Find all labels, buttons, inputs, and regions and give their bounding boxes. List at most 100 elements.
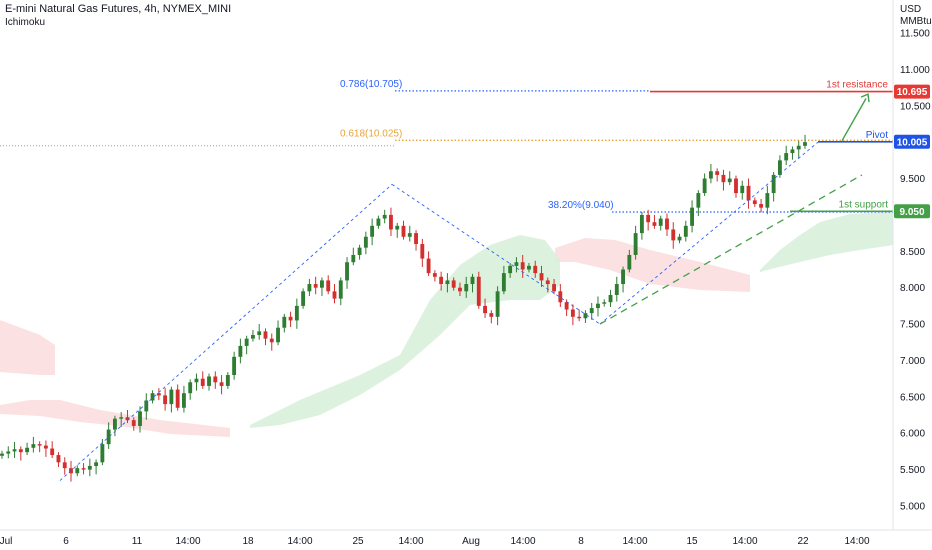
candle-95 xyxy=(596,296,600,317)
candle-body xyxy=(614,284,619,295)
candle-body xyxy=(483,305,487,314)
candle-body xyxy=(31,444,36,448)
level-name-0: 1st resistance xyxy=(826,80,888,91)
candle-15 xyxy=(94,459,99,475)
candle-body xyxy=(106,429,111,445)
candle-105 xyxy=(658,215,663,231)
candle-74 xyxy=(464,276,469,298)
candle-34 xyxy=(213,371,218,389)
candle-body xyxy=(489,313,494,317)
candle-108 xyxy=(677,233,682,244)
candle-body xyxy=(251,334,255,339)
fib-label-0: 0.786(10.705) xyxy=(340,79,402,90)
candle-body xyxy=(188,382,193,394)
candle-body xyxy=(18,449,23,453)
candle-21 xyxy=(131,417,136,431)
candle-8 xyxy=(50,441,55,458)
time-tick-7: 14:00 xyxy=(398,536,423,547)
candle-body xyxy=(715,171,720,175)
candle-43 xyxy=(269,333,274,351)
candle-body xyxy=(577,316,582,319)
candle-66 xyxy=(414,230,418,251)
candle-113 xyxy=(708,163,713,184)
candle-42 xyxy=(263,328,268,346)
candle-body xyxy=(514,262,519,266)
candle-68 xyxy=(426,251,431,277)
candle-36 xyxy=(225,372,230,389)
candle-107 xyxy=(671,222,676,249)
candle-body xyxy=(376,218,381,226)
candle-body xyxy=(194,378,199,383)
candle-82 xyxy=(514,257,519,273)
price-tag-2 xyxy=(894,204,930,219)
candle-4 xyxy=(25,442,30,456)
candle-body xyxy=(75,468,80,474)
candle-body xyxy=(94,462,99,466)
candle-body xyxy=(426,258,431,274)
candle-78 xyxy=(489,310,494,324)
time-tick-2: 11 xyxy=(132,536,143,547)
candle-body xyxy=(803,142,807,146)
candle-123 xyxy=(771,171,776,202)
candle-body xyxy=(407,233,412,237)
candle-body xyxy=(583,313,588,319)
cloud-red-0 xyxy=(0,320,55,375)
price-tick-6: 8.000 xyxy=(900,283,925,294)
candle-73 xyxy=(458,282,462,297)
candle-body xyxy=(765,193,770,208)
candle-body xyxy=(690,207,695,226)
candle-30 xyxy=(188,379,193,400)
candle-44 xyxy=(276,320,280,346)
candle-72 xyxy=(451,277,456,291)
candle-body xyxy=(389,214,393,230)
candle-body xyxy=(495,291,500,317)
candle-body xyxy=(740,185,745,194)
swing-leg-0 xyxy=(59,184,393,481)
candle-body xyxy=(269,338,274,343)
time-tick-5: 14:00 xyxy=(287,536,312,547)
level-name-2: 1st support xyxy=(839,199,889,210)
candle-body xyxy=(144,400,149,412)
candle-26 xyxy=(163,388,168,411)
candle-96 xyxy=(602,299,607,307)
time-tick-11: 14:00 xyxy=(622,536,647,547)
candle-67 xyxy=(420,238,425,267)
candle-14 xyxy=(87,458,92,477)
candle-body xyxy=(727,178,732,183)
candle-body xyxy=(432,273,437,277)
candle-body xyxy=(458,287,462,292)
time-tick-13: 14:00 xyxy=(732,536,757,547)
candle-121 xyxy=(759,198,764,213)
candle-body xyxy=(320,280,324,288)
candle-body xyxy=(784,153,789,161)
price-tick-2: 6.000 xyxy=(900,429,925,440)
trend-drawings xyxy=(59,93,870,481)
candle-12 xyxy=(75,465,80,477)
cloud-green-1 xyxy=(760,212,893,272)
time-tick-9: 14:00 xyxy=(510,536,535,547)
candle-47 xyxy=(294,298,299,329)
price-tag-text-2: 9.050 xyxy=(899,207,924,218)
chart-title: E-mini Natural Gas Futures, 4h, NYMEX_MI… xyxy=(5,3,232,15)
price-tick-4: 7.000 xyxy=(900,356,925,367)
candle-body xyxy=(125,417,130,421)
candle-body xyxy=(288,316,293,321)
candle-body xyxy=(759,204,764,208)
candle-body xyxy=(131,420,136,426)
candle-115 xyxy=(721,169,726,191)
price-tag-text-1: 10.005 xyxy=(897,137,928,148)
candle-45 xyxy=(282,313,287,333)
candle-body xyxy=(351,254,356,263)
candle-body xyxy=(313,284,318,288)
candle-body xyxy=(207,376,211,386)
candle-body xyxy=(652,222,657,226)
price-tick-0: 5.000 xyxy=(900,502,925,513)
time-axis[interactable]: Jul 6 11 14:00 18 14:00 25 14:00 Aug 14:00 8 14:00 1… xyxy=(0,529,932,547)
candle-body xyxy=(464,284,469,292)
swing-leg-2 xyxy=(599,141,819,325)
candle-body xyxy=(100,444,105,463)
candle-2 xyxy=(12,441,17,458)
candle-body xyxy=(232,356,237,376)
